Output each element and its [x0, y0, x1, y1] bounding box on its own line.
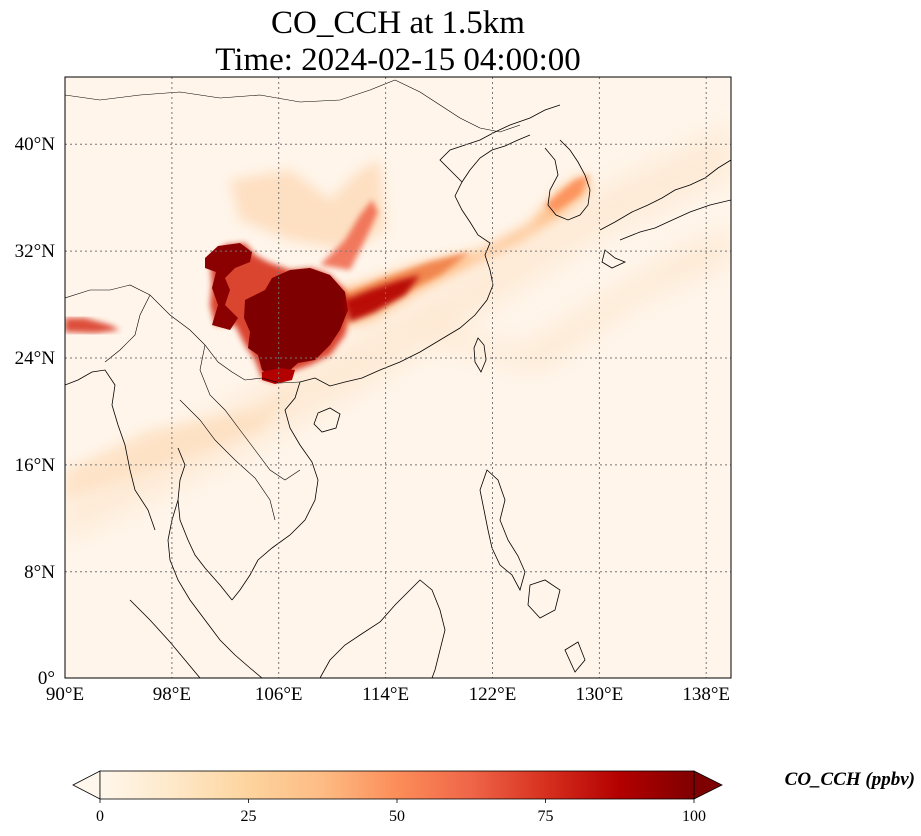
map-background: [65, 77, 731, 678]
lat-tick-label: 40°N: [15, 134, 56, 155]
lon-tick-label: 138°E: [682, 684, 730, 705]
lon-tick-label: 122°E: [469, 684, 517, 705]
colorbar-gradient: [100, 771, 694, 799]
map-frame: [64, 76, 732, 679]
colorbar-tick-label: 100: [682, 808, 706, 825]
lat-tick-label: 16°N: [15, 455, 56, 476]
lon-tick-label: 98°E: [153, 684, 191, 705]
coastlines: [65, 79, 731, 678]
concentration-field: [65, 125, 731, 540]
colorbar-label: CO_CCH (ppbv): [784, 769, 915, 790]
lon-tick-label: 106°E: [255, 684, 303, 705]
colorbar: 0 25 50 75 100: [72, 770, 723, 825]
colorbar-tick-label: 50: [389, 808, 405, 825]
lat-tick-label: 0°: [38, 668, 55, 689]
lat-axis: 0° 8°N 16°N 24°N 32°N 40°N: [15, 134, 56, 689]
chart-title-line-1: CO_CCH at 1.5km: [271, 5, 525, 41]
colorbar-extend-max: [693, 770, 723, 800]
lat-tick-label: 8°N: [24, 562, 55, 583]
lon-tick-label: 130°E: [576, 684, 624, 705]
colorbar-tick-label: 25: [241, 808, 257, 825]
lat-tick-label: 24°N: [15, 348, 56, 369]
colorbar-tick-label: 0: [96, 808, 104, 825]
lon-tick-label: 90°E: [46, 684, 84, 705]
lat-tick-label: 32°N: [15, 241, 56, 262]
lon-tick-label: 114°E: [362, 684, 409, 705]
chart-title-line-2: Time: 2024-02-15 04:00:00: [215, 42, 581, 78]
colorbar-tick-label: 75: [538, 808, 554, 825]
colorbar-extend-min: [72, 770, 101, 800]
graticule: [65, 77, 731, 678]
lon-axis: 90°E 98°E 106°E 114°E 122°E 130°E 138°E: [46, 684, 730, 705]
